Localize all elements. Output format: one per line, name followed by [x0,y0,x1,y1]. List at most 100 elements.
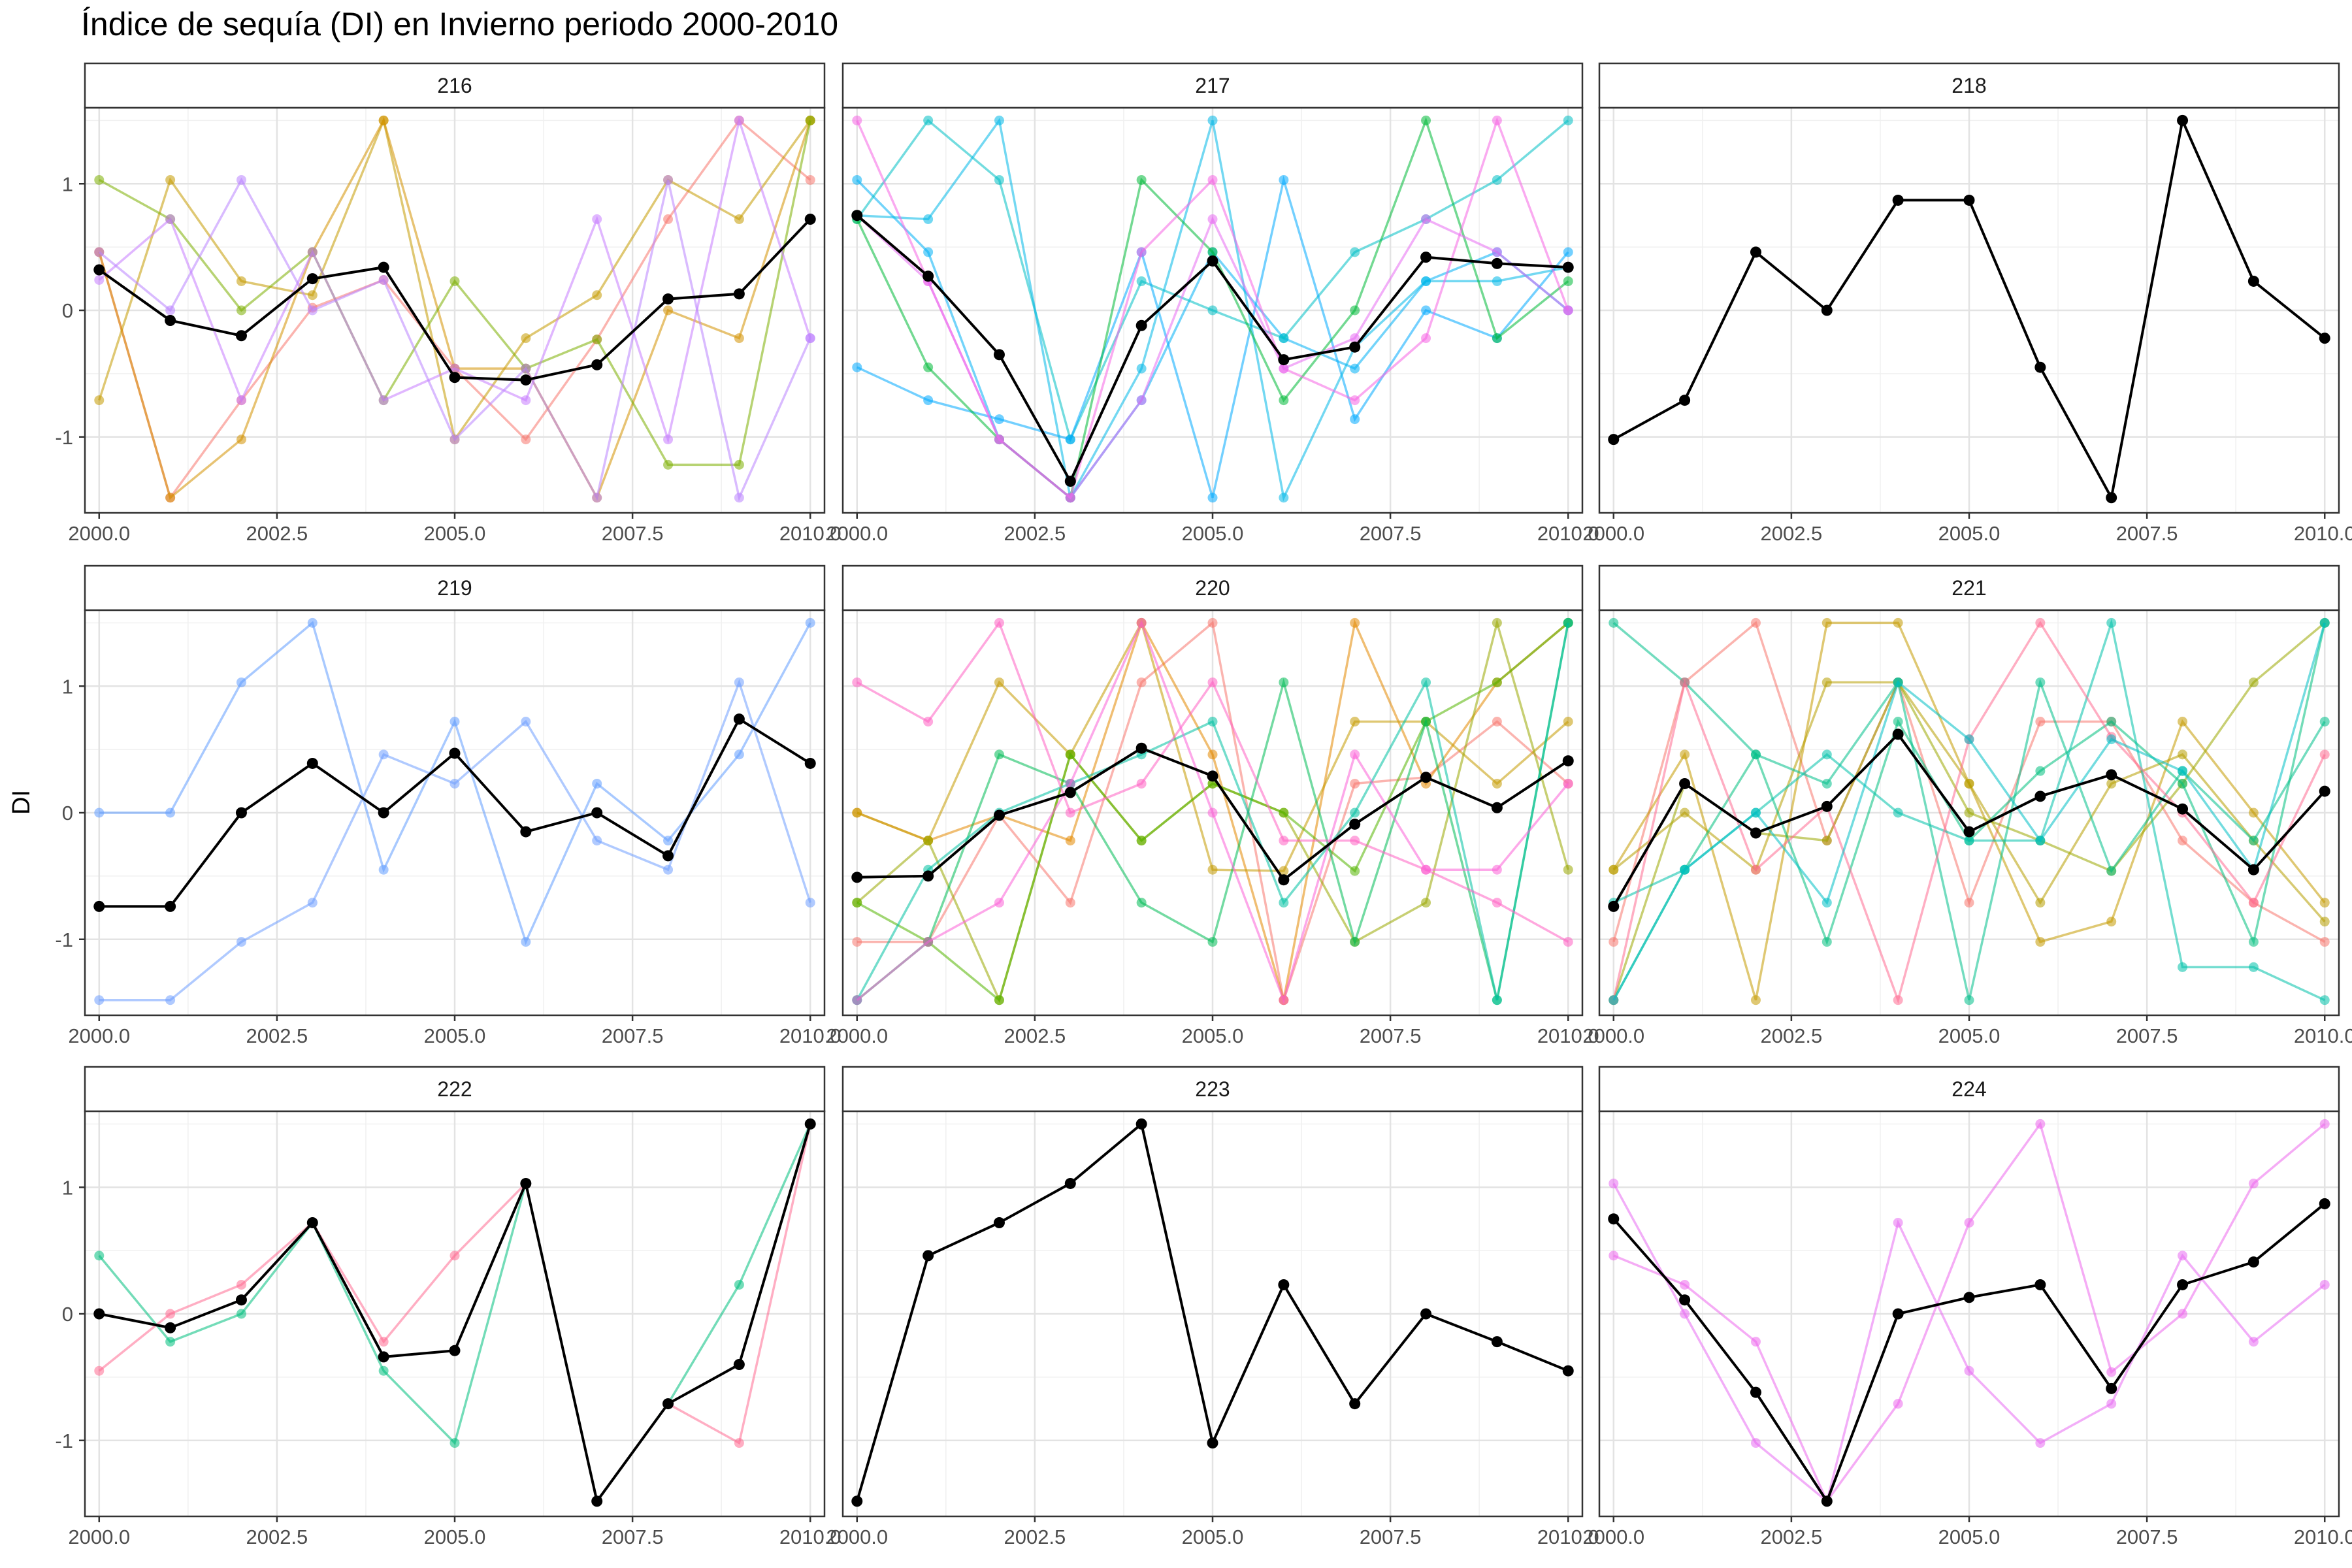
series-point [1279,836,1289,846]
series-point [2248,1337,2259,1347]
x-tick-label: 2002.5 [1760,1526,1822,1548]
series [94,174,815,503]
mean-point [235,330,247,342]
series-point [1279,677,1289,687]
series-point [1680,864,1690,875]
series-point [1350,305,1360,316]
series-point [1421,276,1431,286]
x-tick-label: 2000.0 [1582,1024,1644,1047]
series-point [592,335,602,345]
series-point [1421,305,1431,316]
facet-strip-label: 220 [1195,576,1230,600]
series-point [2106,1399,2117,1409]
series-point [236,937,246,947]
mean-point [378,261,389,273]
mean-series [851,1118,1574,1507]
series-point [1279,898,1289,908]
mean-point [1207,770,1218,782]
series-point [2106,717,2117,727]
series-point [1136,276,1147,286]
mean-point [1278,1279,1290,1290]
series-point [1680,749,1690,760]
series-point [1964,778,1974,789]
mean-point [2106,492,2117,504]
series-point [1492,778,1502,789]
series-point [1065,493,1075,503]
facet-strip [1598,62,2340,109]
series-point [1350,247,1360,257]
series [94,115,815,445]
y-tick-label: -1 [55,928,73,951]
mean-point [1135,319,1147,331]
series-point [923,115,934,125]
series-point [1421,898,1431,908]
series-point [1492,333,1502,344]
series-point [1350,414,1360,425]
series-point [852,362,862,372]
series-point [1680,1279,1690,1290]
mean-point [165,1322,176,1333]
series-point [165,1309,176,1319]
facet-strip [1598,564,2340,612]
series-point [2248,937,2259,947]
series-point [2178,1309,2188,1319]
mean-point [1608,434,1620,446]
series-point [1279,174,1289,185]
series-point [2035,1119,2046,1129]
series-point [1893,808,1903,818]
mean-point [662,850,674,862]
series-point [1421,214,1431,224]
series-point [521,717,531,727]
x-tick-label: 2000.0 [1582,522,1644,545]
series-point [378,115,389,125]
x-tick-label: 2005.0 [424,1526,486,1548]
x-tick-label: 2000.0 [1582,1526,1644,1548]
series-point [852,995,862,1005]
x-tick-label: 2010.0 [2294,1024,2352,1047]
series-point [236,677,246,687]
series-point [378,864,389,875]
series-point [805,174,815,185]
series [94,677,815,1005]
x-tick-label: 2005.0 [1938,522,2001,545]
mean-point [93,1308,105,1320]
series-point [994,749,1004,760]
series-point [2178,962,2188,972]
y-tick-label: 0 [62,1303,73,1326]
x-tick-label: 2002.5 [246,1526,308,1548]
series-point [2106,778,2117,789]
series-point [2106,617,2117,628]
facet-panel-221: 221 2000.0 2002.5 2005.0 2007.5 2010.0 [1582,564,2352,1047]
mean-point [2034,791,2046,802]
series-point [1680,1309,1690,1319]
series-point [2178,1250,2188,1261]
mean-point [2247,275,2259,287]
series-point [1350,333,1360,344]
facet-strip [84,564,826,612]
series-point [94,1250,105,1261]
series-point [1750,995,1761,1005]
series-point [378,395,389,406]
series [1609,1119,2330,1507]
series-point [2248,1178,2259,1188]
mean-point [804,214,816,225]
series-point [1136,778,1147,789]
mean-point [1064,476,1076,487]
mean-point [1608,900,1620,912]
series-point [521,333,531,344]
series-point [1750,864,1761,875]
facet-strip [841,564,1584,612]
chart-title: Índice de sequía (DI) en Invierno period… [81,6,839,42]
series-point [1563,617,1573,628]
mean-point [1750,1386,1761,1398]
mean-point [2319,333,2330,344]
series-point [1279,333,1289,344]
series-point [94,174,105,185]
mean-point [733,288,745,300]
x-tick-label: 2007.5 [2116,522,2178,545]
facet-panel-224: 224 2000.0 2002.5 2005.0 2007.5 2010.0 [1582,1066,2352,1548]
series-point [994,414,1004,425]
series-point [852,937,862,947]
series-point [1065,778,1075,789]
mean-point [520,1177,532,1189]
